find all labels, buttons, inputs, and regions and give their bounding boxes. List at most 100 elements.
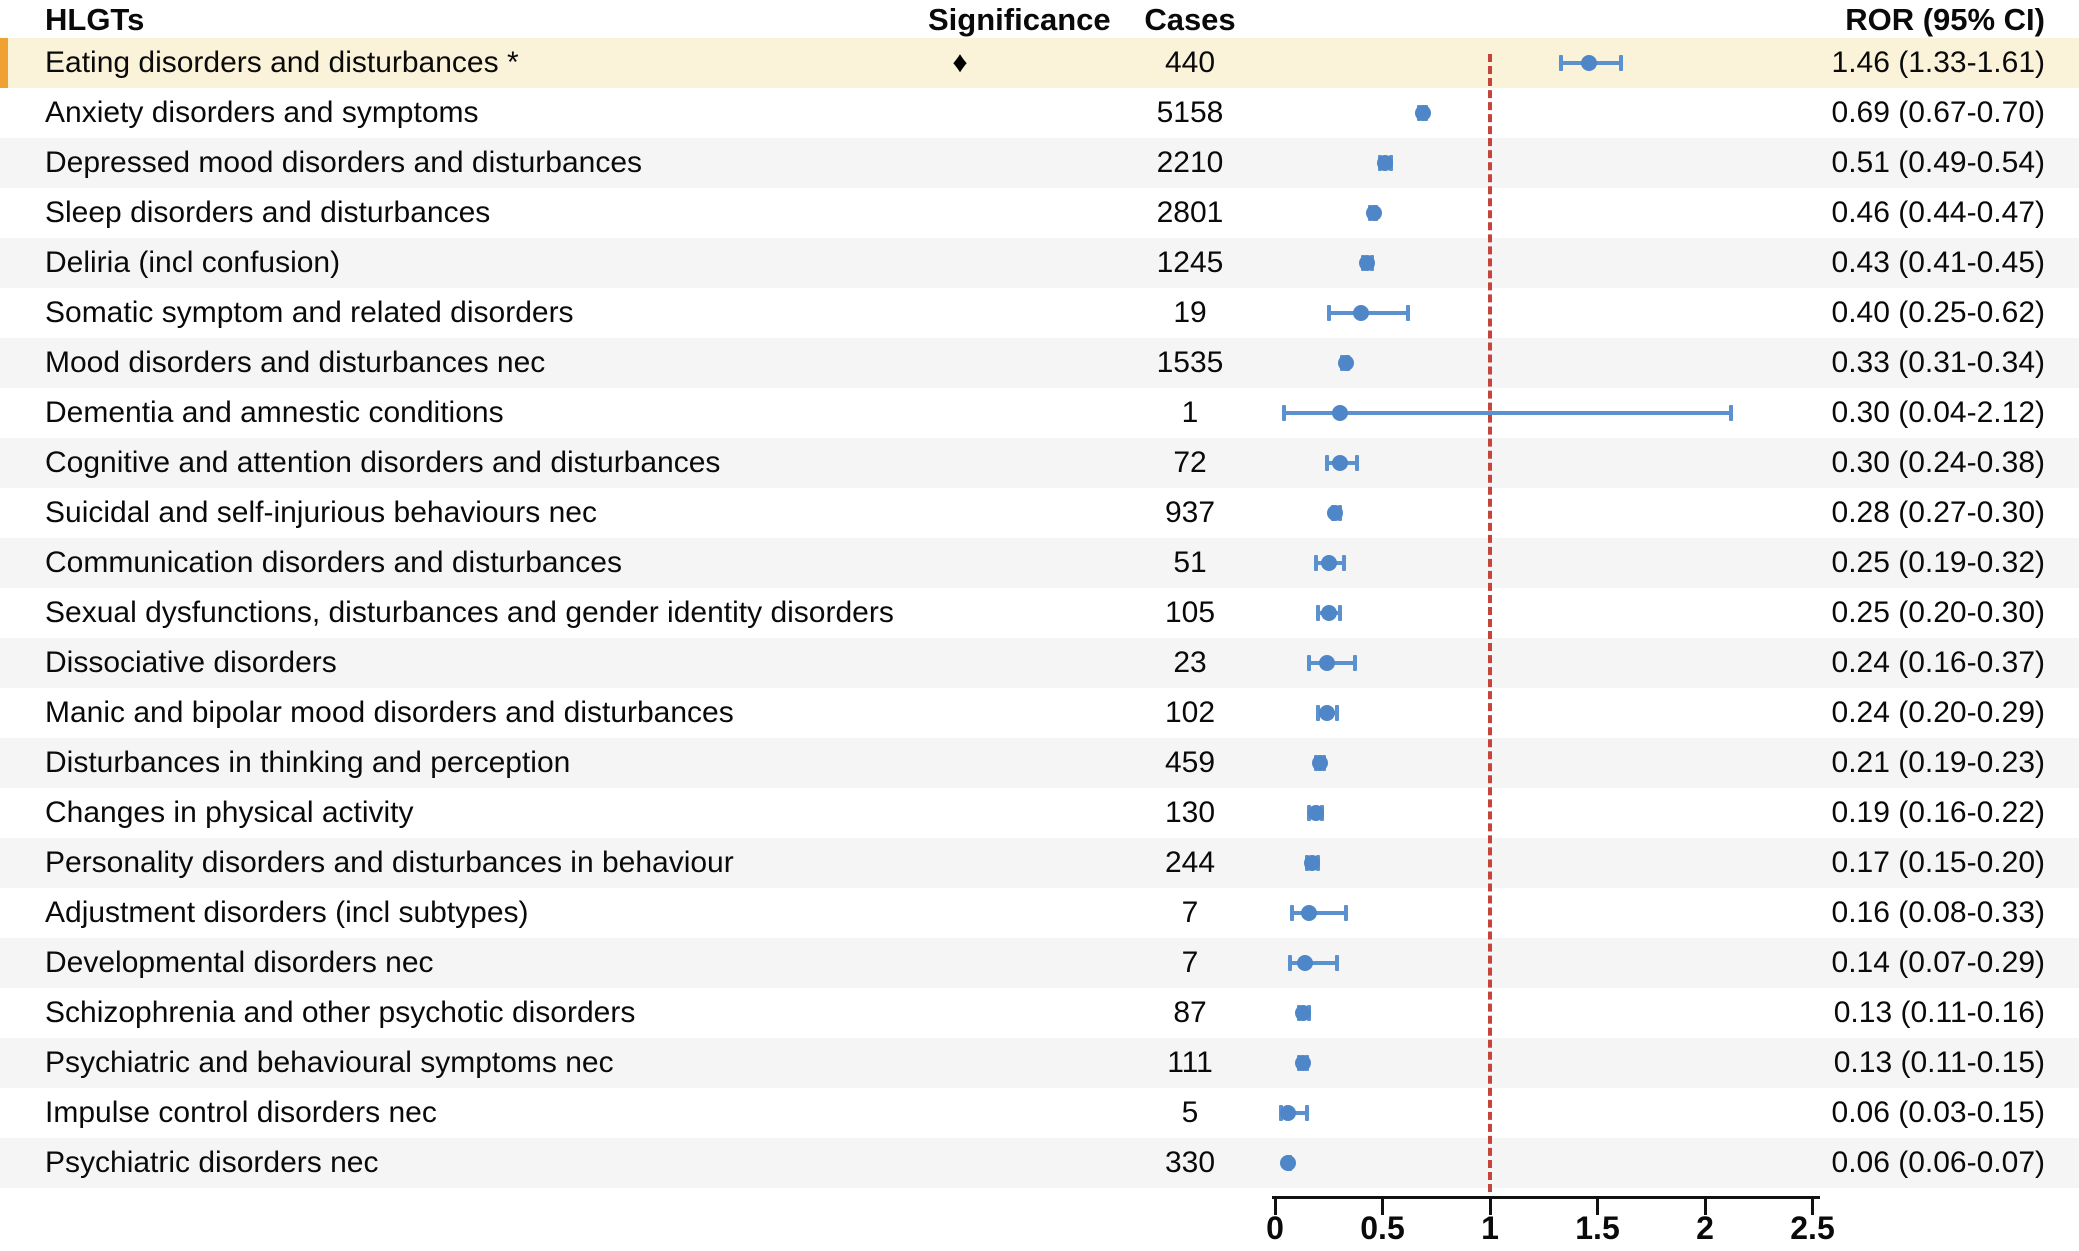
ror-value: 0.17 (0.15-0.20) [1831,846,2045,879]
point-estimate-marker [1337,355,1354,371]
point-estimate-marker [1365,205,1382,221]
ci-plot [1275,88,1825,138]
row-label: Mood disorders and disturbances nec [45,346,546,379]
row-label: Dissociative disorders [45,646,337,679]
cases-value: 244 [1164,846,1216,879]
x-axis-tick [1273,1196,1277,1215]
ci-cap-high [1335,705,1340,721]
table-row: Manic and bipolar mood disorders and dis… [0,688,2079,738]
cases-value: 2801 [1156,196,1224,229]
header-hlgts: HLGTs [45,2,145,37]
point-estimate-marker [1303,855,1320,871]
ci-line [1283,411,1731,415]
significance-diamond-icon: ♦ [952,46,968,79]
ror-value: 0.30 (0.04-2.12) [1831,396,2045,429]
row-label: Deliria (incl confusion) [45,246,341,279]
x-axis-tick-label: 1.5 [1575,1210,1620,1246]
cases-value: 105 [1164,596,1216,629]
ci-cap-low [1326,305,1331,321]
point-estimate-marker [1327,505,1344,521]
table-row: Suicidal and self-injurious behaviours n… [0,488,2079,538]
ror-value: 0.46 (0.44-0.47) [1831,196,2045,229]
ror-value: 0.51 (0.49-0.54) [1831,146,2045,179]
ci-cap-low [1307,655,1312,671]
ci-cap-high [1335,955,1340,971]
point-estimate-marker [1331,405,1348,421]
ci-plot [1275,1038,1825,1088]
cases-value: 102 [1164,696,1216,729]
ci-cap-high [1728,405,1733,421]
row-label: Sexual dysfunctions, disturbances and ge… [45,596,894,629]
cases-value: 459 [1164,746,1216,779]
row-label: Suicidal and self-injurious behaviours n… [45,496,597,529]
x-axis-tick [1381,1196,1384,1215]
ci-cap-high [1352,655,1357,671]
ci-plot [1275,438,1825,488]
x-axis-tick-label: 0 [1266,1210,1284,1246]
table-row: Mood disorders and disturbances nec 1535… [0,338,2079,388]
cases-value: 440 [1164,46,1216,79]
row-label: Developmental disorders nec [45,946,434,979]
ci-plot [1275,538,1825,588]
x-axis-tick [1596,1196,1599,1215]
cases-value: 1245 [1156,246,1224,279]
ci-plot [1275,638,1825,688]
header-cases: Cases [1144,2,1236,37]
point-estimate-marker [1331,455,1348,471]
point-estimate-marker [1294,1005,1311,1021]
ci-cap-high [1619,55,1624,71]
row-label: Schizophrenia and other psychotic disord… [45,996,636,1029]
table-row: Changes in physical activity 130 0.19 (0… [0,788,2079,838]
ror-value: 0.21 (0.19-0.23) [1831,746,2045,779]
table-row: Adjustment disorders (incl subtypes) 7 0… [0,888,2079,938]
table-row: Deliria (incl confusion) 1245 0.43 (0.41… [0,238,2079,288]
header-significance: Significance [928,2,1111,37]
ci-cap-low [1281,405,1286,421]
ror-value: 0.28 (0.27-0.30) [1831,496,2045,529]
row-label: Communication disorders and disturbances [45,546,622,579]
ror-value: 0.43 (0.41-0.45) [1831,246,2045,279]
row-label: Dementia and amnestic conditions [45,396,504,429]
point-estimate-marker [1318,705,1335,721]
table-row: Anxiety disorders and symptoms 5158 0.69… [0,88,2079,138]
ci-plot [1275,938,1825,988]
row-label: Anxiety disorders and symptoms [45,96,479,129]
ror-value: 0.25 (0.20-0.30) [1831,596,2045,629]
point-estimate-marker [1297,955,1314,971]
cases-value: 23 [1173,646,1207,679]
cases-value: 5 [1181,1096,1199,1129]
ci-plot [1275,838,1825,888]
row-label: Adjustment disorders (incl subtypes) [45,896,529,929]
ci-cap-low [1324,455,1329,471]
ror-value: 0.30 (0.24-0.38) [1831,446,2045,479]
point-estimate-marker [1294,1055,1311,1071]
table-row: Developmental disorders nec 7 0.14 (0.07… [0,938,2079,988]
ci-plot [1275,888,1825,938]
row-label: Impulse control disorders nec [45,1096,437,1129]
ci-plot [1275,38,1825,88]
ci-plot [1275,1088,1825,1138]
ci-plot [1275,238,1825,288]
cases-value: 7 [1181,896,1199,929]
ci-cap-low [1290,905,1295,921]
ci-plot [1275,288,1825,338]
table-row: Somatic symptom and related disorders 19… [0,288,2079,338]
ror-value: 0.24 (0.20-0.29) [1831,696,2045,729]
ror-value: 0.19 (0.16-0.22) [1831,796,2045,829]
x-axis-tick-label: 2 [1696,1210,1714,1246]
point-estimate-marker [1415,105,1432,121]
ci-plot [1275,738,1825,788]
cases-value: 330 [1164,1146,1216,1179]
ci-plot [1275,138,1825,188]
table-row: Psychiatric disorders nec 330 0.06 (0.06… [0,1138,2079,1188]
cases-value: 1535 [1156,346,1224,379]
ci-cap-high [1337,605,1342,621]
ror-value: 0.69 (0.67-0.70) [1831,96,2045,129]
ror-value: 0.24 (0.16-0.37) [1831,646,2045,679]
point-estimate-marker [1307,805,1324,821]
point-estimate-marker [1318,655,1335,671]
table-row: Schizophrenia and other psychotic disord… [0,988,2079,1038]
point-estimate-marker [1376,155,1393,171]
table-row: Dissociative disorders 23 0.24 (0.16-0.3… [0,638,2079,688]
ror-value: 0.16 (0.08-0.33) [1831,896,2045,929]
